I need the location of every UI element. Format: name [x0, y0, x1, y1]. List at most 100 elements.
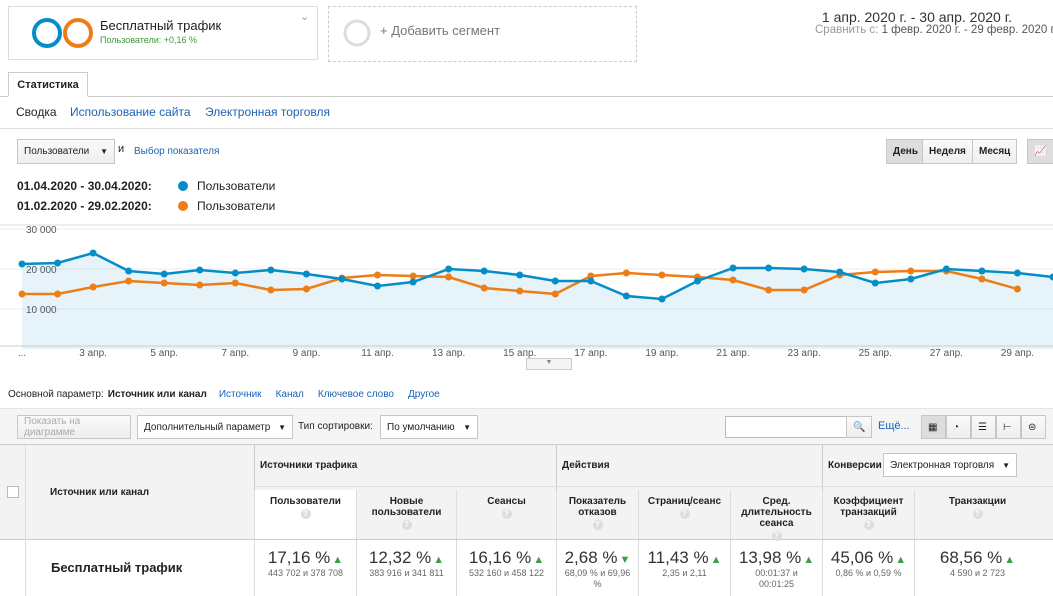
cell-detail: 532 160 и 458 122: [468, 568, 545, 578]
choose-metric[interactable]: Выбор показателя: [134, 146, 220, 157]
group-header: Действия: [562, 460, 610, 471]
percent: 45,06 %: [830, 548, 894, 567]
add-segment-text[interactable]: + Добавить сегмент: [380, 23, 501, 38]
point: [516, 287, 524, 295]
period-button[interactable]: Неделя: [922, 139, 973, 164]
change-arrow: ▲: [895, 554, 907, 566]
row-label: Бесплатный трафик: [51, 560, 183, 575]
tab[interactable]: Статистика: [8, 72, 88, 97]
y-tick-label: 30 000: [26, 225, 57, 236]
percent: 11,43 %: [647, 548, 709, 567]
plot-button[interactable]: Показать на диаграмме: [17, 415, 131, 439]
dimension-bar: Основной параметр: Источник или канал Исто…: [8, 389, 454, 400]
x-tick-label: 9 апр.: [293, 348, 321, 359]
cell: 11,43 % ▲ 2,35 и 2,11: [638, 540, 730, 596]
cell-value: 12,32 % ▲: [357, 548, 456, 568]
cell: 12,32 % ▲ 383 916 и 341 811: [356, 540, 456, 596]
change-arrow: ▲: [533, 554, 545, 566]
segment-summary: Пользователи: +0,16 %: [100, 35, 198, 45]
point: [907, 275, 915, 283]
cell-value: 68,56 % ▲: [915, 548, 1040, 568]
point: [18, 260, 26, 268]
x-tick-label: 21 апр.: [716, 348, 749, 359]
point: [729, 264, 737, 272]
sort-select[interactable]: По умолчанию ▼: [380, 415, 478, 439]
search-button[interactable]: 🔍: [846, 416, 872, 438]
view-button[interactable]: ☰: [971, 415, 996, 439]
point: [800, 286, 808, 294]
add-segment[interactable]: [328, 6, 637, 62]
point: [587, 277, 595, 285]
view-button[interactable]: ◔: [946, 415, 971, 439]
column-header[interactable]: Сеансы?: [456, 490, 556, 539]
percent: 16,16 %: [468, 548, 532, 567]
point: [622, 292, 630, 300]
view-button[interactable]: ⊢: [996, 415, 1021, 439]
dimension-item[interactable]: Канал: [275, 389, 304, 400]
chart-handle[interactable]: ▼: [526, 358, 572, 370]
period-button[interactable]: День: [886, 139, 923, 164]
series-line: [21, 251, 1053, 301]
point: [942, 265, 950, 273]
percent: 17,16 %: [267, 548, 331, 567]
column-header[interactable]: Новые пользователи?: [356, 490, 456, 539]
caret: ▼: [463, 422, 471, 432]
point: [409, 272, 417, 280]
group-line: [254, 486, 1053, 487]
column-header[interactable]: Сред. длительность сеанса?: [730, 490, 822, 541]
point: [89, 283, 97, 291]
view-button[interactable]: ▦: [921, 415, 946, 439]
change-arrow: ▲: [1004, 554, 1016, 566]
cell-detail: 4 590 и 2 723: [949, 568, 1006, 578]
column-name: Новые пользователи: [371, 496, 442, 518]
point: [125, 277, 133, 285]
point: [622, 269, 630, 277]
point: [551, 277, 559, 285]
metric-select[interactable]: Пользователи ▼: [17, 139, 115, 164]
percent: 12,32 %: [368, 548, 432, 567]
column-header[interactable]: Транзакции?: [914, 490, 1040, 539]
help-icon: ?: [863, 520, 874, 530]
period-button[interactable]: Месяц: [972, 139, 1017, 164]
secondary-select[interactable]: Дополнительный параметр ▼: [137, 415, 293, 439]
more-link[interactable]: Ещё...: [878, 420, 910, 432]
column-header[interactable]: Показатель отказов?: [556, 490, 638, 539]
subnav-item[interactable]: Использование сайта: [70, 105, 191, 119]
chart: 10 000 20 000 30 000... 3 апр. 5 апр. 7 апр. 9…: [0, 224, 1053, 359]
compare-dates: 1 февр. 2020 г. - 29 февр. 2020 г.: [881, 24, 1053, 36]
conversion-select[interactable]: Электронная торговля ▼: [883, 453, 1017, 477]
point: [871, 268, 879, 276]
point: [978, 267, 986, 275]
point: [978, 275, 986, 283]
help-icon: ?: [972, 509, 983, 519]
subnav-item[interactable]: Сводка: [16, 105, 57, 119]
percent: 13,98 %: [738, 548, 802, 567]
date-range[interactable]: 1 апр. 2020 г. - 30 апр. 2020 г.: [821, 9, 1012, 25]
y-tick-label: 20 000: [26, 265, 57, 276]
segment-card[interactable]: [8, 6, 318, 60]
dropdown-arrow[interactable]: ⌄: [300, 11, 310, 23]
column-name: Пользователи: [270, 496, 341, 507]
view-button[interactable]: ⊜: [1021, 415, 1046, 439]
subnav-item[interactable]: Электронная торговля: [205, 105, 330, 119]
point: [196, 266, 204, 274]
column-header[interactable]: Коэффициент транзакций?: [822, 490, 914, 539]
dimension-item[interactable]: Ключевое слово: [317, 389, 394, 400]
point: [160, 270, 168, 278]
column-name: Сеансы: [487, 496, 526, 507]
search-input[interactable]: [725, 416, 847, 438]
chart-type-button[interactable]: 📈: [1027, 139, 1053, 164]
column-header[interactable]: Страниц/сеанс?: [638, 490, 730, 539]
point: [765, 264, 773, 272]
legend-name: Пользователи: [197, 199, 276, 213]
dimension-item[interactable]: Источник: [218, 389, 262, 400]
column-header[interactable]: Пользователи?: [254, 490, 356, 539]
point: [658, 271, 666, 279]
point: [1013, 285, 1021, 293]
point: [551, 290, 559, 298]
point: [89, 249, 97, 257]
dimension-item[interactable]: Другое: [407, 389, 440, 400]
dimension-item[interactable]: Источник или канал: [107, 389, 207, 400]
cell-detail: 443 702 и 378 708: [267, 568, 344, 578]
